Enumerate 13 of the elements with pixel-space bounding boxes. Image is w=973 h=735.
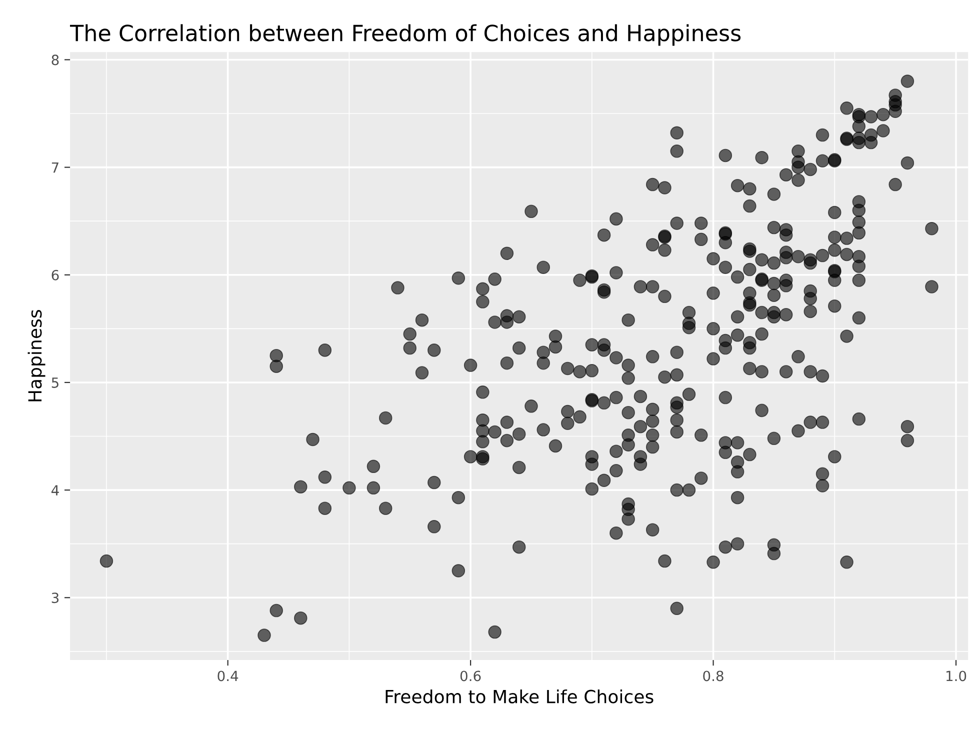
x-tick-label: 0.4 xyxy=(218,670,238,682)
y-tick-label: 5 xyxy=(52,378,58,388)
x-tick-label: 1.0 xyxy=(946,670,966,682)
y-tick-label: 7 xyxy=(52,162,58,173)
x-tick-label: 0.8 xyxy=(703,670,724,682)
y-axis-title: Happiness xyxy=(28,310,46,402)
chart-title: The Correlation between Freedom of Choices and Happiness xyxy=(70,24,741,46)
y-tick-label: 4 xyxy=(51,485,59,496)
y-tick-label: 6 xyxy=(52,270,59,280)
x-tick-label: 0.6 xyxy=(460,670,481,682)
y-tick-label: 3 xyxy=(52,592,59,604)
x-axis-title: Freedom to Make Life Choices xyxy=(386,689,654,704)
y-tick-label: 8 xyxy=(52,54,59,66)
